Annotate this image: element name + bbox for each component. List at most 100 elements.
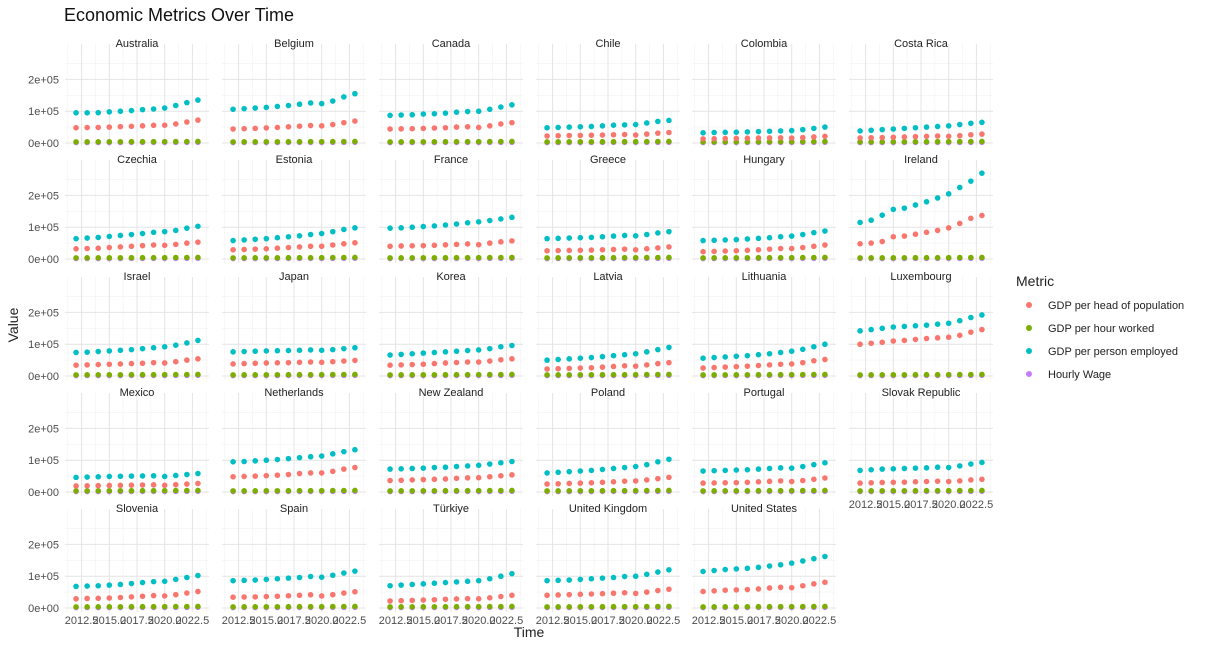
point-gdp-per-head-of-population <box>184 590 190 596</box>
point-gdp-per-head-of-population <box>230 246 236 253</box>
point-gdp-per-head-of-population <box>766 246 773 252</box>
x-tick-label: 2012.5 <box>222 615 256 627</box>
point-gdp-per-person-employed <box>95 234 102 241</box>
point-gdp-per-hour-worked <box>979 254 985 261</box>
point-gdp-per-person-employed <box>632 121 639 128</box>
point-gdp-per-head-of-population <box>799 244 806 251</box>
point-gdp-per-person-employed <box>566 235 573 241</box>
point-gdp-per-hour-worked <box>464 371 471 378</box>
facet-label: Poland <box>591 387 625 399</box>
point-gdp-per-person-employed <box>722 354 729 360</box>
point-gdp-per-hour-worked <box>172 487 179 494</box>
point-gdp-per-head-of-population <box>241 360 247 367</box>
point-gdp-per-hour-worked <box>890 254 897 261</box>
point-gdp-per-person-employed <box>285 102 292 109</box>
point-gdp-per-hour-worked <box>341 603 347 610</box>
point-gdp-per-head-of-population <box>106 244 113 251</box>
point-gdp-per-hour-worked <box>128 138 135 145</box>
x-tick-label: 2017.5 <box>434 615 468 627</box>
point-gdp-per-person-employed <box>464 578 471 585</box>
point-gdp-per-head-of-population <box>934 227 941 234</box>
point-gdp-per-head-of-population <box>979 476 985 483</box>
point-gdp-per-head-of-population <box>486 358 493 364</box>
point-gdp-per-head-of-population <box>588 247 595 253</box>
point-gdp-per-person-employed <box>744 129 751 135</box>
legend-key <box>1026 325 1032 331</box>
point-gdp-per-person-employed <box>442 464 449 471</box>
point-gdp-per-hour-worked <box>566 604 573 610</box>
point-gdp-per-person-employed <box>777 128 784 134</box>
point-gdp-per-person-employed <box>195 97 201 103</box>
point-gdp-per-head-of-population <box>263 125 270 131</box>
point-gdp-per-person-employed <box>577 355 584 362</box>
facet-panel-costa-rica: Costa Rica <box>849 38 993 147</box>
point-gdp-per-person-employed <box>868 127 874 134</box>
point-gdp-per-head-of-population <box>139 242 146 249</box>
point-gdp-per-head-of-population <box>744 363 751 369</box>
point-gdp-per-hour-worked <box>722 488 729 494</box>
point-gdp-per-person-employed <box>555 469 561 476</box>
point-gdp-per-hour-worked <box>195 138 201 145</box>
point-gdp-per-hour-worked <box>956 138 963 145</box>
point-gdp-per-person-employed <box>509 458 515 465</box>
point-gdp-per-head-of-population <box>777 134 784 141</box>
point-gdp-per-head-of-population <box>117 123 124 130</box>
point-gdp-per-head-of-population <box>387 243 393 250</box>
point-gdp-per-head-of-population <box>555 247 561 254</box>
point-gdp-per-hour-worked <box>956 254 963 261</box>
point-gdp-per-person-employed <box>329 451 336 457</box>
point-gdp-per-head-of-population <box>722 248 729 254</box>
point-gdp-per-hour-worked <box>128 254 135 261</box>
point-gdp-per-person-employed <box>577 123 584 130</box>
point-gdp-per-person-employed <box>632 350 639 357</box>
point-gdp-per-hour-worked <box>544 372 550 378</box>
point-gdp-per-person-employed <box>442 110 449 116</box>
legend-item: GDP per person employed <box>1026 346 1178 358</box>
point-gdp-per-person-employed <box>73 349 79 356</box>
point-gdp-per-person-employed <box>733 353 740 360</box>
point-gdp-per-person-employed <box>172 227 179 234</box>
point-gdp-per-person-employed <box>172 472 179 479</box>
point-gdp-per-head-of-population <box>934 335 941 341</box>
point-gdp-per-hour-worked <box>139 371 146 378</box>
point-gdp-per-head-of-population <box>799 582 806 589</box>
point-gdp-per-hour-worked <box>621 371 628 378</box>
point-gdp-per-person-employed <box>879 466 886 472</box>
point-gdp-per-person-employed <box>150 578 157 585</box>
point-gdp-per-head-of-population <box>409 125 416 132</box>
point-gdp-per-person-employed <box>733 129 740 135</box>
point-gdp-per-hour-worked <box>744 603 751 610</box>
point-gdp-per-head-of-population <box>84 483 90 489</box>
point-gdp-per-hour-worked <box>643 254 650 261</box>
legend: Metric GDP per head of population GDP per… <box>1016 273 1184 381</box>
point-gdp-per-head-of-population <box>799 134 806 141</box>
point-gdp-per-hour-worked <box>912 138 919 145</box>
point-gdp-per-person-employed <box>711 129 717 136</box>
facet-panel-united-states: United States 2012.52015.02017.52020.0202… <box>692 503 836 627</box>
point-gdp-per-head-of-population <box>184 240 190 246</box>
facet-label: Canada <box>432 38 471 50</box>
point-gdp-per-head-of-population <box>184 357 190 363</box>
point-gdp-per-hour-worked <box>184 603 190 610</box>
point-gdp-per-head-of-population <box>577 365 584 371</box>
point-gdp-per-person-employed <box>700 237 706 244</box>
point-gdp-per-head-of-population <box>890 134 897 141</box>
point-gdp-per-person-employed <box>655 118 661 125</box>
point-gdp-per-hour-worked <box>733 603 740 610</box>
point-gdp-per-head-of-population <box>956 132 963 139</box>
point-gdp-per-head-of-population <box>475 595 482 602</box>
facet-label: New Zealand <box>419 387 484 399</box>
point-gdp-per-head-of-population <box>901 337 908 344</box>
point-gdp-per-person-employed <box>544 577 550 584</box>
point-gdp-per-head-of-population <box>934 133 941 139</box>
point-gdp-per-person-employed <box>274 456 281 463</box>
point-gdp-per-hour-worked <box>934 487 941 494</box>
point-gdp-per-head-of-population <box>431 242 438 249</box>
point-gdp-per-person-employed <box>599 466 606 473</box>
facet-panel-slovenia: Slovenia 0e+00 1e+05 2e+05 2012.52015.02017.… <box>28 503 209 627</box>
point-gdp-per-hour-worked <box>398 604 404 610</box>
facet-panel-slovak-republic: Slovak Republic 2012.52015.02017.52020.02… <box>849 387 993 511</box>
point-gdp-per-head-of-population <box>879 479 886 486</box>
point-gdp-per-person-employed <box>184 471 190 478</box>
